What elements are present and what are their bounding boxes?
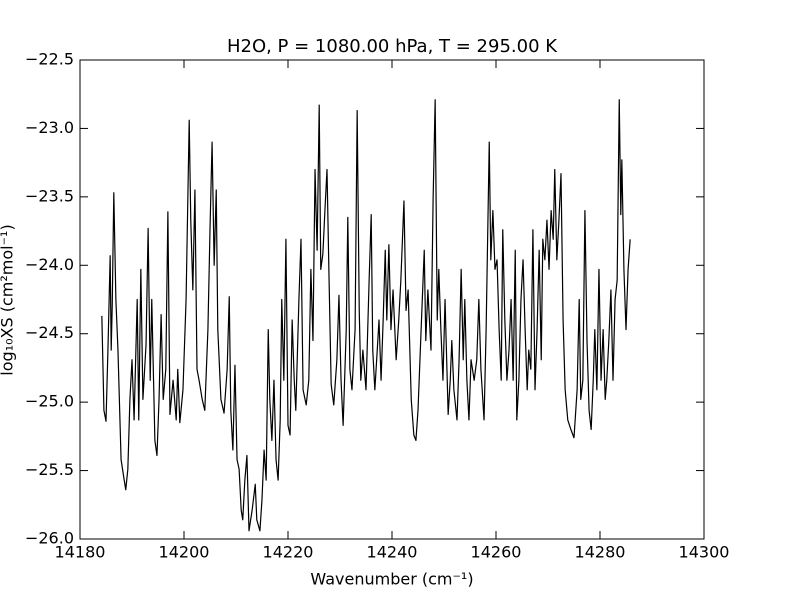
y-tick-label: −25.5: [25, 460, 74, 479]
y-tick-label: −23.0: [25, 118, 74, 137]
y-tick-label: −24.5: [25, 323, 74, 342]
y-tick-label: −22.5: [25, 50, 74, 69]
chart-title: H2O, P = 1080.00 hPa, T = 295.00 K: [227, 36, 558, 57]
x-tick-label: 14220: [263, 543, 314, 562]
spectrum-line: [101, 99, 631, 532]
x-tick-label: 14200: [159, 543, 210, 562]
y-tick-label: −23.5: [25, 186, 74, 205]
y-tick-label: −26.0: [25, 529, 74, 548]
x-tick-label: 14280: [575, 543, 626, 562]
x-tick-label: 14180: [55, 543, 106, 562]
x-axis-label: Wavenumber (cm⁻¹): [310, 570, 473, 589]
y-axis-label: log₁₀XS (cm²mol⁻¹): [0, 224, 17, 375]
x-tick-label: 14240: [367, 543, 418, 562]
y-tick-label: −25.0: [25, 392, 74, 411]
x-tick-label: 14300: [679, 543, 730, 562]
y-tick-label: −24.0: [25, 255, 74, 274]
x-tick-label: 14260: [471, 543, 522, 562]
